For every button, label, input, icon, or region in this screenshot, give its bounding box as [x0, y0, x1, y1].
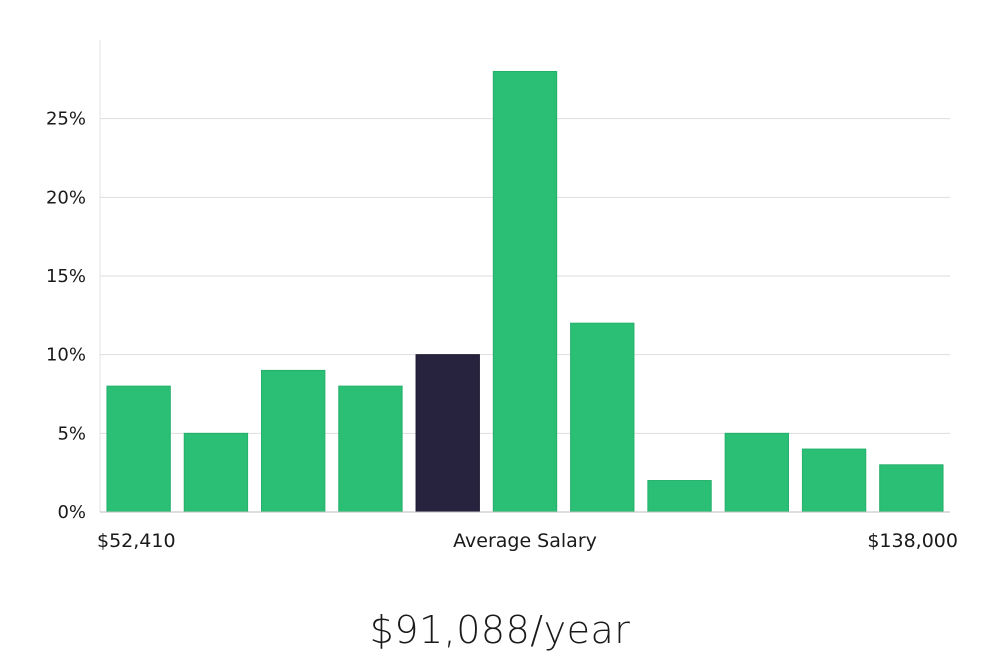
axes: [99, 40, 950, 513]
bar: [724, 432, 790, 513]
x-min-label: $52,410: [97, 530, 176, 552]
bar: [801, 448, 867, 513]
average-salary-value: $91,088/year: [369, 608, 631, 652]
x-max-label: $138,000: [867, 530, 958, 552]
bar: [183, 432, 249, 513]
bar: [338, 385, 403, 513]
bar-highlighted: [415, 354, 480, 513]
x-axis-title: Average Salary: [453, 530, 597, 552]
y-tick-label: 0%: [57, 502, 86, 523]
bar: [647, 480, 712, 513]
y-tick-label: 20%: [46, 187, 86, 208]
y-tick-label: 5%: [57, 423, 86, 444]
y-tick-label: 10%: [46, 345, 86, 366]
bar: [492, 70, 558, 513]
bar: [570, 322, 635, 513]
bar: [879, 464, 944, 513]
y-tick-labels: 0% 5% 10% 15% 20% 25%: [46, 109, 86, 523]
x-axis-labels: $52,410 Average Salary $138,000: [97, 530, 958, 552]
salary-distribution-chart: 0% 5% 10% 15% 20% 25% $52,410 Average Salary …: [46, 40, 958, 552]
y-tick-label: 25%: [46, 109, 86, 130]
bar: [261, 369, 326, 513]
bar: [106, 385, 171, 513]
bars: [106, 70, 944, 513]
y-tick-label: 15%: [46, 266, 86, 287]
